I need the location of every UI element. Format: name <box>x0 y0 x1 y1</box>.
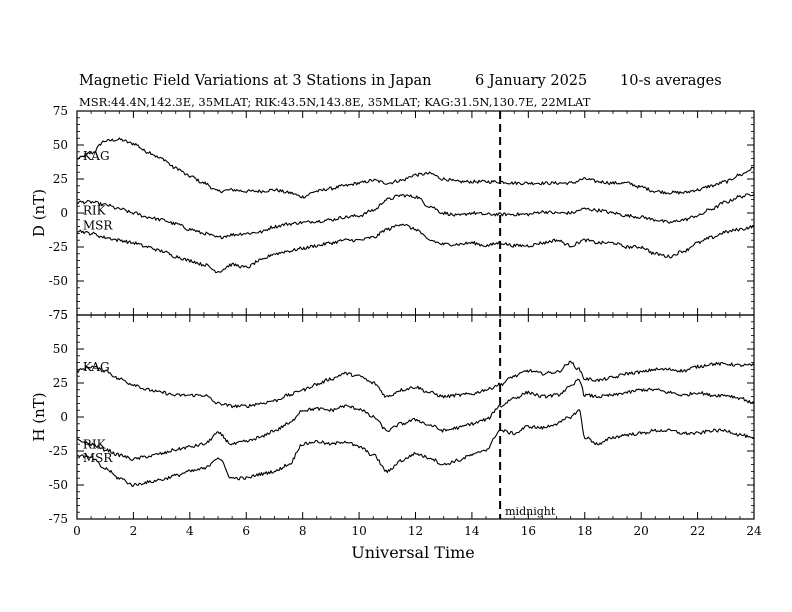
series-line-msr <box>76 223 755 274</box>
y-tick-label: -75 <box>49 512 68 526</box>
x-tick-label: 16 <box>521 524 536 538</box>
y-tick-label: 50 <box>53 138 68 152</box>
y-axis-label: H (nT) <box>30 392 48 441</box>
x-tick-label: 6 <box>242 524 250 538</box>
series-line-msr <box>76 409 755 487</box>
y-tick-label: -50 <box>49 478 68 492</box>
series-line-rik <box>76 378 755 461</box>
series-line-rik <box>76 193 755 240</box>
series-line-kag <box>76 360 755 409</box>
x-tick-label: 8 <box>299 524 307 538</box>
y-axis-label: D (nT) <box>30 189 48 237</box>
x-tick-label: 10 <box>351 524 366 538</box>
y-tick-label: -25 <box>49 444 68 458</box>
series-label-rik: RIK <box>83 203 107 217</box>
y-tick-label: -75 <box>49 308 68 322</box>
chart-title-line: Magnetic Field Variations at 3 Stations … <box>79 73 722 89</box>
chart-date: 6 January 2025 <box>475 73 588 89</box>
x-tick-label: 18 <box>577 524 592 538</box>
series-label-rik: RIK <box>83 437 107 451</box>
series-line-kag <box>76 137 755 199</box>
y-tick-label: 75 <box>53 308 68 322</box>
chart-averaging: 10-s averages <box>620 73 722 89</box>
series-label-kag: KAG <box>83 360 110 374</box>
series-label-msr: MSR <box>83 451 114 465</box>
series-label-kag: KAG <box>83 149 110 163</box>
x-tick-label: 12 <box>408 524 423 538</box>
series-label-msr: MSR <box>83 218 114 232</box>
x-tick-label: 4 <box>186 524 194 538</box>
x-axis-label: Universal Time <box>351 543 475 562</box>
x-tick-label: 20 <box>634 524 649 538</box>
y-tick-label: 0 <box>60 206 68 220</box>
x-tick-label: 0 <box>73 524 81 538</box>
x-tick-label: 22 <box>690 524 705 538</box>
x-tick-label: 24 <box>746 524 762 538</box>
midnight-label: midnight <box>505 505 556 518</box>
chart-title: Magnetic Field Variations at 3 Stations … <box>79 73 432 89</box>
panel-frame-1 <box>76 314 755 520</box>
x-tick-label: 14 <box>464 524 480 538</box>
x-tick-label: 2 <box>130 524 138 538</box>
y-tick-label: 25 <box>53 376 68 390</box>
panel-frame-0 <box>76 110 755 316</box>
y-tick-label: 50 <box>53 342 68 356</box>
y-tick-label: -25 <box>49 240 68 254</box>
y-tick-label: 25 <box>53 172 68 186</box>
stations-line: MSR:44.4N,142.3E, 35MLAT; RIK:43.5N,143.… <box>79 95 591 109</box>
y-tick-label: 0 <box>60 410 68 424</box>
y-tick-label: -50 <box>49 274 68 288</box>
y-tick-label: 75 <box>53 104 68 118</box>
